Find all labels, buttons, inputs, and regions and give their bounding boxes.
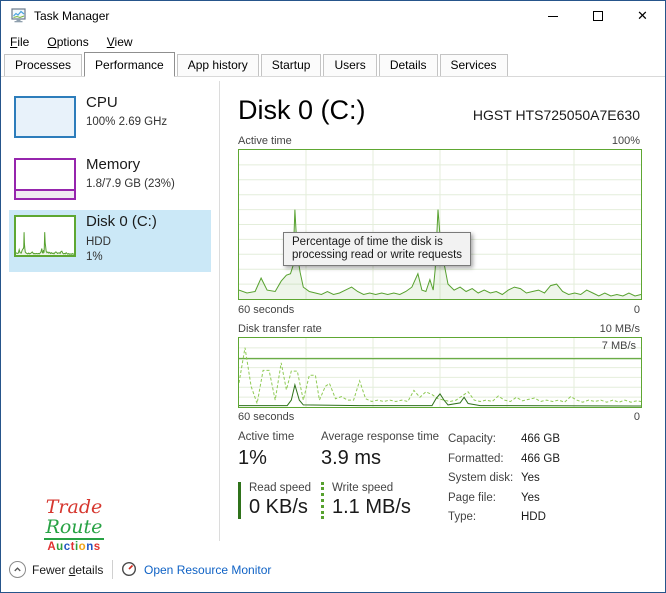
- task-manager-icon: [11, 8, 26, 23]
- cpu-stats: 100% 2.69 GHz: [86, 116, 168, 128]
- write-speed-group: Write speed 1.1 MB/s: [321, 482, 411, 519]
- menu-bar: File Options View: [1, 31, 665, 52]
- panel-separator: [219, 81, 220, 541]
- active-time-value: 1%: [238, 447, 267, 469]
- resource-monitor-icon: [121, 561, 137, 577]
- detail-row-formatted: Formatted: 466 GB: [448, 452, 560, 465]
- chart1-x-right: 0: [633, 304, 640, 316]
- memory-thumbnail: [14, 158, 76, 200]
- disk-title: Disk 0 (C:): [86, 213, 157, 230]
- active-time-label: Active time: [238, 431, 295, 443]
- minimize-button[interactable]: [530, 1, 575, 31]
- footer-bar: Fewer details Open Resource Monitor: [1, 557, 665, 591]
- write-speed-label: Write speed: [332, 482, 394, 494]
- maximize-icon: [592, 11, 603, 21]
- watermark-route: Route: [43, 516, 105, 540]
- detail-row-system-disk: System disk: Yes: [448, 472, 540, 484]
- read-speed-value: 0 KB/s: [249, 496, 308, 518]
- tab-strip: Processes Performance App history Startu…: [1, 52, 665, 77]
- disk-thumbnail: [14, 215, 76, 257]
- read-speed-group: Read speed 0 KB/s: [238, 482, 311, 519]
- cpu-title: CPU: [86, 94, 118, 111]
- transfer-rate-chart[interactable]: 7 MB/s: [238, 337, 642, 408]
- sidebar-item-memory[interactable]: Memory 1.8/7.9 GB (23%): [9, 153, 211, 210]
- disk-usage: 1%: [86, 251, 103, 263]
- detail-row-page-file: Page file: Yes: [448, 491, 540, 504]
- sidebar-item-cpu[interactable]: CPU 100% 2.69 GHz: [9, 91, 211, 148]
- memory-title: Memory: [86, 156, 141, 173]
- tab-startup[interactable]: Startup: [260, 54, 322, 76]
- tab-app-history[interactable]: App history: [176, 54, 259, 76]
- disk-details: Capacity: 466 GB Formatted: 466 GB System …: [448, 430, 560, 528]
- cpu-thumbnail: [14, 96, 76, 138]
- avg-response-value: 3.9 ms: [321, 447, 382, 469]
- tab-services[interactable]: Services: [439, 54, 508, 76]
- marker-label: 7 MB/s: [601, 340, 636, 352]
- title-bar[interactable]: Task Manager ✕: [1, 1, 665, 31]
- detail-row-capacity: Capacity: 466 GB: [448, 433, 560, 445]
- chart1-label: Active time: [238, 135, 292, 147]
- tab-processes[interactable]: Processes: [4, 54, 83, 76]
- tooltip-line2: processing read or write requests: [292, 249, 463, 261]
- memory-usage-fill: [16, 189, 74, 198]
- minimize-icon: [547, 15, 558, 17]
- chevron-up-icon: [14, 567, 21, 572]
- menu-view[interactable]: View: [106, 34, 133, 49]
- read-speed-label: Read speed: [249, 482, 312, 494]
- chart2-max-label: 10 MB/s: [599, 323, 640, 335]
- detail-row-type: Type: HDD: [448, 511, 546, 523]
- write-speed-value: 1.1 MB/s: [332, 496, 411, 518]
- avg-response-label: Average response time: [321, 431, 440, 443]
- active-time-chart[interactable]: [238, 149, 642, 300]
- disk-type: HDD: [86, 236, 111, 248]
- chart1-max-label: 100%: [611, 135, 640, 147]
- tooltip-line1: Percentage of time the disk is: [292, 236, 443, 248]
- window-title: Task Manager: [34, 9, 110, 23]
- chart1-x-left: 60 seconds: [238, 304, 295, 316]
- tab-performance[interactable]: Performance: [84, 52, 175, 77]
- chart2-x-right: 0: [633, 411, 640, 423]
- sidebar-item-disk[interactable]: Disk 0 (C:) HDD 1%: [9, 210, 211, 272]
- watermark-auctions: Auctions: [47, 541, 101, 553]
- fewer-details-label[interactable]: Fewer details: [32, 563, 104, 577]
- device-name: HGST HTS725050A7E630: [472, 107, 640, 123]
- menu-file[interactable]: File: [10, 34, 30, 49]
- close-icon: ✕: [637, 8, 648, 24]
- tab-users[interactable]: Users: [323, 54, 377, 76]
- tab-details[interactable]: Details: [378, 54, 438, 76]
- watermark-trade: Trade: [45, 496, 103, 518]
- page-title: Disk 0 (C:): [238, 95, 366, 125]
- footer-separator: [112, 560, 113, 579]
- maximize-button[interactable]: [575, 1, 620, 31]
- disk-mini-chart: [16, 217, 74, 255]
- chart-tooltip: Percentage of time the disk is processin…: [283, 232, 472, 266]
- menu-options[interactable]: Options: [47, 34, 89, 49]
- chart2-x-left: 60 seconds: [238, 411, 295, 423]
- fewer-details-button[interactable]: [9, 561, 26, 578]
- close-button[interactable]: ✕: [620, 1, 665, 31]
- open-resource-monitor-link[interactable]: Open Resource Monitor: [144, 563, 272, 577]
- memory-stats: 1.8/7.9 GB (23%): [86, 178, 175, 190]
- chart2-label: Disk transfer rate: [238, 323, 322, 335]
- trade-route-auctions-watermark: Trade Route Auctions: [41, 498, 107, 553]
